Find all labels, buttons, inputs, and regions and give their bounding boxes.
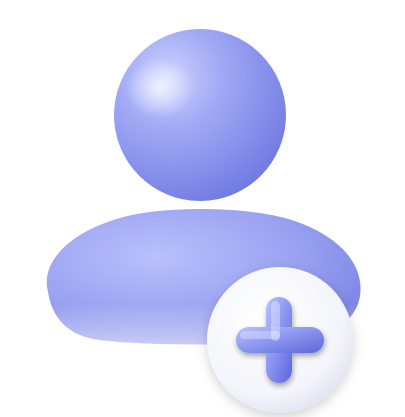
user-head	[114, 29, 286, 201]
plus-icon	[236, 297, 324, 383]
